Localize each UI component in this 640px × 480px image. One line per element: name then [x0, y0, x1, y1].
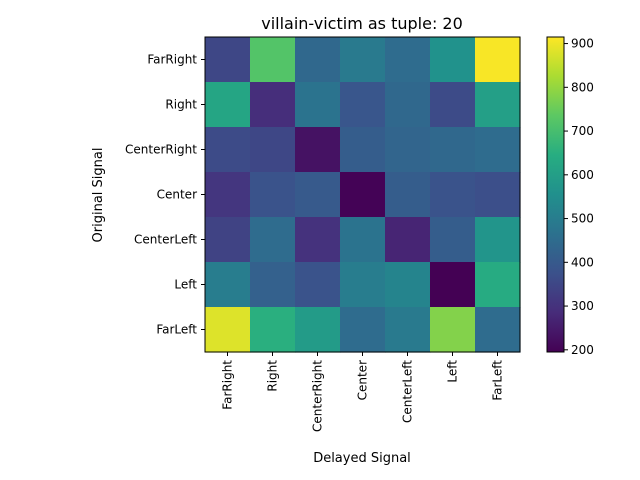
heatmap-cell: [385, 307, 431, 353]
x-tick-label: CenterLeft: [401, 360, 415, 423]
heatmap-cell: [340, 307, 386, 353]
heatmap-cell: [295, 307, 341, 353]
colorbar-ticks: 200 300 400 500 600 700 800 900: [564, 37, 594, 357]
x-tick-label: Left: [446, 360, 460, 383]
heatmap-cell: [385, 217, 431, 263]
x-axis-ticks: FarRight Right CenterRight Center CenterLeft…: [221, 352, 505, 432]
heatmap-cell: [205, 217, 251, 263]
heatmap-cell: [340, 172, 386, 218]
y-axis-ticks: FarRight Right CenterRight Center CenterLeft…: [125, 53, 205, 337]
heatmap-cell: [250, 37, 296, 83]
heatmap-cell: [340, 217, 386, 263]
colorbar-tick-label: 800: [571, 80, 594, 94]
x-tick-label: CenterRight: [311, 360, 325, 432]
heatmap-cell: [430, 82, 476, 128]
heatmap-cell: [250, 307, 296, 353]
heatmap-cell: [205, 172, 251, 218]
x-tick-label: Right: [266, 360, 280, 392]
y-tick-label: FarRight: [147, 53, 197, 67]
x-tick-label: FarRight: [221, 360, 235, 410]
heatmap-cell: [475, 262, 521, 308]
colorbar-tick-label: 600: [571, 168, 594, 182]
x-tick-label: Center: [356, 360, 370, 400]
heatmap-cell: [205, 127, 251, 173]
heatmap-cell: [295, 82, 341, 128]
colorbar-tick-label: 400: [571, 255, 594, 269]
heatmap-cell: [475, 172, 521, 218]
heatmap-cell: [385, 262, 431, 308]
heatmap-cell: [475, 37, 521, 83]
y-axis-label: Original Signal: [91, 148, 106, 243]
heatmap-cell: [430, 37, 476, 83]
heatmap-cell: [475, 307, 521, 353]
y-tick-label: Left: [174, 278, 197, 292]
x-tick-label: FarLeft: [491, 360, 505, 401]
heatmap-cell: [475, 127, 521, 173]
heatmap-cell: [385, 82, 431, 128]
y-tick-label: CenterRight: [125, 143, 197, 157]
heatmap-cell: [430, 127, 476, 173]
y-tick-label: CenterLeft: [134, 233, 197, 247]
heatmap-cell: [475, 217, 521, 263]
heatmap-cell: [430, 172, 476, 218]
heatmap-cell: [430, 262, 476, 308]
heatmap-cell: [295, 217, 341, 263]
colorbar: [546, 36, 565, 353]
y-tick-label: Center: [157, 188, 197, 202]
colorbar-tick-label: 500: [571, 212, 594, 226]
heatmap-cell: [385, 172, 431, 218]
heatmap-cell: [385, 127, 431, 173]
heatmap-cell: [340, 127, 386, 173]
heatmap-cell: [340, 37, 386, 83]
y-tick-label: FarLeft: [156, 323, 197, 337]
heatmap-cell: [250, 262, 296, 308]
y-tick-label: Right: [165, 98, 197, 112]
heatmap-cell: [250, 217, 296, 263]
heatmap-cell: [250, 127, 296, 173]
heatmap-cell: [205, 307, 251, 353]
colorbar-tick-label: 200: [571, 343, 594, 357]
heatmap-cell: [250, 172, 296, 218]
x-axis-label: Delayed Signal: [313, 451, 411, 466]
heatmap-cell: [295, 262, 341, 308]
heatmap-cell: [250, 82, 296, 128]
heatmap-cell: [340, 82, 386, 128]
colorbar-tick-label: 900: [571, 37, 594, 51]
heatmap-cell: [340, 262, 386, 308]
colorbar-tick-label: 300: [571, 299, 594, 313]
heatmap-cells: [205, 37, 521, 353]
heatmap-cell: [430, 307, 476, 353]
heatmap-cell: [205, 82, 251, 128]
heatmap-cell: [205, 262, 251, 308]
heatmap-cell: [385, 37, 431, 83]
heatmap-cell: [475, 82, 521, 128]
chart-title: villain-victim as tuple: 20: [261, 14, 463, 33]
heatmap-cell: [205, 37, 251, 83]
heatmap-cell: [295, 127, 341, 173]
colorbar-tick-label: 700: [571, 124, 594, 138]
heatmap-cell: [295, 172, 341, 218]
heatmap-cell: [430, 217, 476, 263]
heatmap-cell: [295, 37, 341, 83]
